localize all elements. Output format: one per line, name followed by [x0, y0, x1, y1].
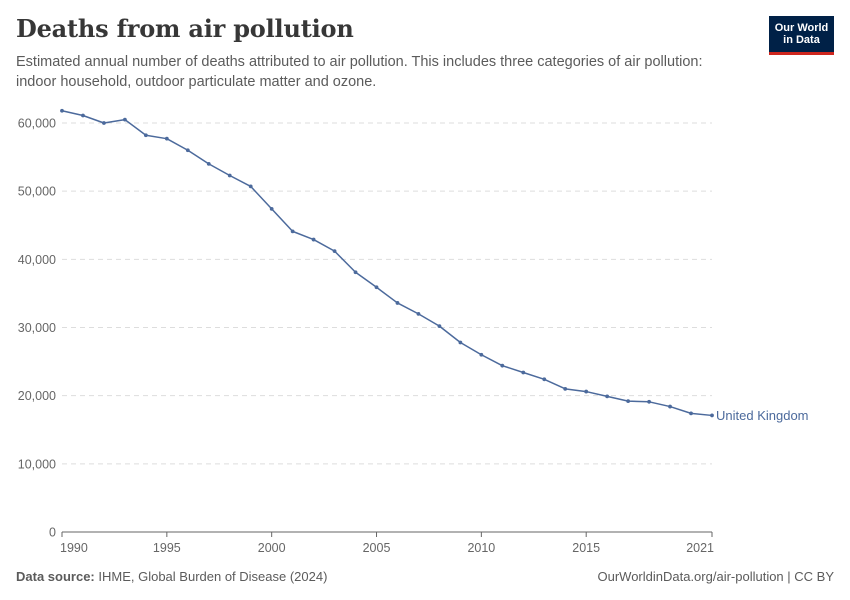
data-point — [479, 352, 484, 357]
data-point — [206, 162, 211, 166]
x-tick-label: 2010 — [467, 541, 495, 555]
data-point — [332, 249, 337, 254]
data-point — [668, 404, 672, 409]
chart-title: Deaths from air pollution — [16, 14, 354, 43]
data-point — [584, 389, 589, 394]
data-point — [269, 206, 274, 211]
logo-line-2: in Data — [783, 34, 820, 46]
x-tick-label: 2021 — [686, 541, 714, 555]
data-source: Data source: IHME, Global Burden of Dise… — [16, 569, 327, 584]
data-point — [521, 370, 526, 375]
x-tick-label: 1995 — [153, 541, 181, 555]
data-point — [227, 173, 232, 178]
y-tick-label: 10,000 — [18, 457, 56, 471]
series-label: United Kingdom — [716, 408, 809, 423]
owid-logo[interactable]: Our World in Data — [769, 16, 834, 55]
data-point — [542, 377, 547, 382]
line-chart: 0 10,000 20,000 30,000 40,000 50,000 60,000 199… — [18, 108, 809, 555]
y-tick-label: 60,000 — [18, 117, 56, 131]
data-point — [290, 229, 295, 234]
data-point — [248, 184, 253, 189]
data-point — [437, 324, 442, 329]
data-source-text[interactable]: IHME, Global Burden of Disease (2024) — [98, 569, 328, 584]
data-point — [605, 394, 610, 399]
y-tick-label: 0 — [49, 526, 56, 540]
data-point — [689, 411, 693, 416]
x-tick-label: 2015 — [572, 541, 600, 555]
data-point — [500, 363, 505, 368]
data-point — [185, 148, 190, 153]
data-point — [311, 237, 316, 242]
series-line — [61, 109, 713, 417]
x-tick-label: 2000 — [258, 541, 286, 555]
credit-link[interactable]: OurWorldinData.org/air-pollution | CC BY — [597, 569, 834, 584]
data-point — [647, 399, 651, 404]
y-tick-label: 20,000 — [18, 389, 56, 403]
x-tick-label: 2005 — [363, 541, 391, 555]
data-point — [710, 413, 714, 418]
data-point — [395, 301, 400, 305]
logo-line-1: Our World — [774, 22, 829, 34]
chart-subtitle: Estimated annual number of deaths attrib… — [16, 54, 703, 90]
data-point — [102, 121, 106, 125]
data-point — [458, 340, 463, 345]
data-point — [353, 270, 358, 275]
data-point — [81, 113, 85, 118]
data-point — [416, 311, 421, 316]
y-tick-label: 30,000 — [18, 321, 56, 335]
data-point — [143, 133, 148, 138]
data-point — [374, 285, 379, 290]
y-tick-label: 40,000 — [18, 253, 56, 267]
data-point — [123, 117, 127, 122]
y-tick-label: 50,000 — [18, 185, 56, 199]
data-point — [164, 136, 169, 141]
x-tick-label: 1990 — [60, 541, 88, 555]
data-point — [563, 386, 568, 391]
data-point — [60, 108, 64, 113]
data-point — [626, 399, 631, 404]
data-source-label: Data source: — [16, 569, 95, 584]
